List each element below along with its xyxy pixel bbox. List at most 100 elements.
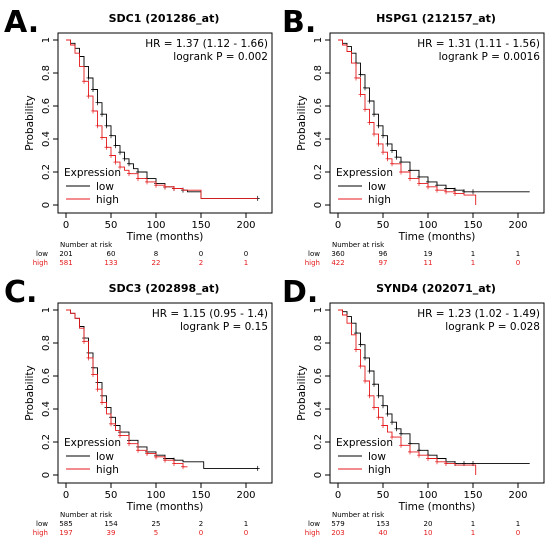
panel-letter: D.	[282, 275, 318, 310]
y-tick-label: 0.6	[313, 368, 324, 384]
legend-title: Expression	[64, 437, 121, 449]
censor-mark-high	[154, 182, 158, 188]
risk-value: 1	[471, 250, 475, 258]
censor-mark-low	[385, 141, 390, 147]
y-axis: 0 0.2 0.4 0.6 0.8 1	[41, 307, 58, 478]
risk-value: 2	[199, 259, 203, 267]
censor-mark-low	[100, 111, 104, 117]
risk-value: 39	[107, 529, 116, 537]
censor-mark-high	[381, 149, 385, 155]
panel-a: A. SDC1 (201286_at) 0 0.2 0.4 0.6 0.8 1 …	[4, 5, 273, 267]
censor-mark-high	[367, 120, 372, 125]
y-axis: 0 0.2 0.4 0.6 0.8 1	[313, 37, 330, 208]
risk-value: 96	[379, 250, 388, 258]
censor-mark-high	[354, 75, 358, 81]
x-tick-label: 200	[236, 490, 255, 501]
censor-mark-high	[417, 452, 421, 458]
legend: Expression low high	[64, 437, 121, 476]
censor-mark-high	[91, 108, 95, 114]
y-tick-label: 0.4	[41, 131, 52, 147]
logrank-p: logrank P = 0.0016	[439, 51, 541, 63]
y-tick-label: 0.8	[313, 335, 324, 351]
risk-value: 1	[516, 520, 520, 528]
risk-value: 585	[59, 520, 72, 528]
censor-mark-low	[127, 161, 131, 167]
plot-frame	[57, 32, 273, 214]
risk-row-label-high: high	[305, 259, 320, 267]
censor-mark-high	[136, 176, 140, 182]
censor-mark-high	[444, 460, 448, 466]
censor-mark-high	[109, 153, 113, 158]
risk-value: 0	[199, 250, 203, 258]
censor-mark-high	[163, 457, 167, 463]
x-axis-ticks: 0 50 100 150 200	[335, 213, 528, 231]
risk-row-label-high: high	[33, 259, 48, 267]
censor-mark-high	[91, 371, 95, 377]
y-axis-label: Probability	[24, 365, 36, 421]
risk-value: 422	[331, 259, 344, 267]
y-tick-label: 1	[41, 37, 52, 43]
x-tick-label: 150	[191, 220, 210, 231]
plot-frame	[329, 32, 545, 214]
y-tick-label: 0.8	[41, 335, 52, 351]
y-tick-label: 1	[313, 37, 324, 43]
logrank-p: logrank P = 0.15	[180, 321, 268, 333]
censor-mark-high	[376, 141, 381, 147]
risk-value: 8	[154, 250, 158, 258]
censor-mark-low	[113, 143, 118, 149]
panel-title: HSPG1 (212157_at)	[376, 12, 496, 25]
x-tick-label: 200	[508, 220, 527, 231]
x-tick-label: 150	[463, 490, 482, 501]
censor-mark-high	[444, 189, 448, 195]
risk-value: 153	[376, 520, 389, 528]
risk-value: 2	[199, 520, 203, 528]
y-axis: 0 0.2 0.4 0.6 0.8 1	[313, 307, 330, 478]
logrank-p: logrank P = 0.028	[445, 321, 540, 333]
risk-value: 1	[471, 259, 475, 267]
censor-mark-high	[408, 176, 412, 182]
censor-mark-high	[145, 451, 149, 457]
y-axis: 0 0.2 0.4 0.6 0.8 1	[41, 37, 58, 208]
risk-value: 197	[59, 529, 72, 537]
y-tick-label: 0	[41, 472, 52, 478]
censor-mark-low	[381, 133, 385, 139]
legend-label-high: high	[96, 194, 119, 206]
x-tick-label: 150	[191, 490, 210, 501]
risk-value: 60	[107, 250, 116, 258]
risk-table-header: Number at risk	[60, 241, 113, 249]
risk-row-label-high: high	[33, 529, 48, 537]
legend-title: Expression	[336, 437, 393, 449]
y-tick-label: 0.2	[313, 164, 324, 180]
legend-label-high: high	[368, 464, 391, 476]
x-tick-label: 100	[146, 220, 165, 231]
censor-mark-high	[426, 456, 430, 461]
y-tick-label: 1	[313, 307, 324, 313]
censor-mark-high	[82, 78, 86, 84]
censor-mark-high	[172, 460, 176, 466]
censor-mark-low	[95, 100, 100, 106]
legend-label-low: low	[368, 451, 386, 463]
x-axis-label: Time (months)	[126, 501, 204, 513]
panel-b: B. HSPG1 (212157_at) 0 0.2 0.4 0.6 0.8 1…	[282, 5, 545, 267]
censor-mark-low	[399, 431, 403, 437]
censor-mark-high	[354, 347, 358, 353]
censor-mark-low	[367, 98, 372, 104]
censor-mark-high	[104, 144, 109, 150]
risk-value: 0	[516, 529, 520, 537]
censor-mark-low	[91, 87, 95, 92]
x-axis-label: Time (months)	[126, 231, 204, 243]
panel-title: SYND4 (202071_at)	[376, 282, 496, 295]
censor-mark-high	[163, 184, 167, 190]
legend: Expression low high	[336, 437, 393, 476]
panel-letter: B.	[282, 5, 316, 40]
censor-mark-low	[358, 342, 363, 348]
risk-value: 133	[104, 259, 117, 267]
y-tick-label: 0.4	[313, 401, 324, 417]
hazard-ratio: HR = 1.23 (1.02 - 1.49)	[417, 308, 540, 320]
panel-c: C. SDC3 (202898_at) 0 0.2 0.4 0.6 0.8 1 …	[4, 275, 273, 537]
x-tick-label: 50	[377, 220, 390, 231]
risk-value: 581	[59, 259, 72, 267]
censor-mark-low	[376, 393, 381, 399]
censor-mark-high	[385, 156, 390, 162]
curves	[66, 309, 260, 471]
